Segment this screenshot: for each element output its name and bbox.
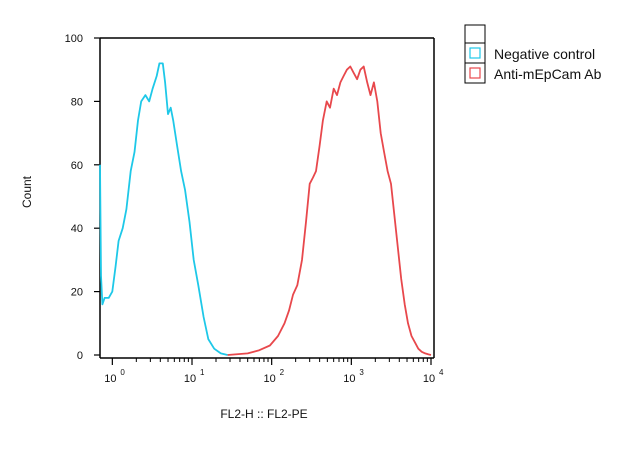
x-tick-exponent-1000: 3 bbox=[359, 368, 364, 377]
x-axis-title: FL2-H :: FL2-PE bbox=[220, 407, 307, 421]
x-tick-exponent-1: 0 bbox=[120, 368, 125, 377]
series-lines bbox=[99, 62, 432, 356]
legend: Negative control Anti-mEpCam Ab bbox=[464, 24, 602, 84]
legend-header-swatch bbox=[464, 24, 486, 44]
legend-swatch-anti-mepcam-inner bbox=[469, 67, 481, 79]
x-tick-label-1: 10 bbox=[104, 373, 116, 385]
y-tick-label-20: 20 bbox=[71, 287, 83, 299]
x-tick-exponent-100: 2 bbox=[280, 368, 285, 377]
x-tick-label-10000: 10 bbox=[423, 373, 435, 385]
y-tick-label-0: 0 bbox=[77, 350, 83, 362]
series-line-negative-control bbox=[99, 62, 228, 356]
legend-label-anti-mepcam: Anti-mEpCam Ab bbox=[494, 66, 602, 82]
x-tick-label-100: 10 bbox=[264, 373, 276, 385]
y-tick-label-80: 80 bbox=[71, 96, 83, 108]
legend-swatch-negative-control-inner bbox=[469, 47, 481, 59]
y-tick-label-40: 40 bbox=[71, 223, 83, 235]
x-tick-label-10: 10 bbox=[184, 373, 196, 385]
y-tick-label-60: 60 bbox=[71, 160, 83, 172]
y-tick-label-100: 100 bbox=[65, 33, 83, 45]
x-axis-ticks: 10 0 10 1 10 2 10 3 10 4 bbox=[104, 358, 444, 385]
x-tick-label-1000: 10 bbox=[343, 373, 355, 385]
y-axis-title: Count bbox=[20, 175, 34, 208]
plot-frame bbox=[99, 37, 435, 359]
legend-swatch-anti-mepcam bbox=[464, 62, 486, 84]
x-tick-exponent-10000: 4 bbox=[439, 368, 444, 377]
series-line-anti-mepcam-ab bbox=[227, 65, 432, 356]
legend-swatch-negative-control bbox=[464, 42, 486, 64]
x-tick-exponent-10: 1 bbox=[200, 368, 205, 377]
y-axis-ticks: 0 20 40 60 80 100 bbox=[65, 33, 100, 362]
legend-label-negative-control: Negative control bbox=[494, 46, 595, 62]
